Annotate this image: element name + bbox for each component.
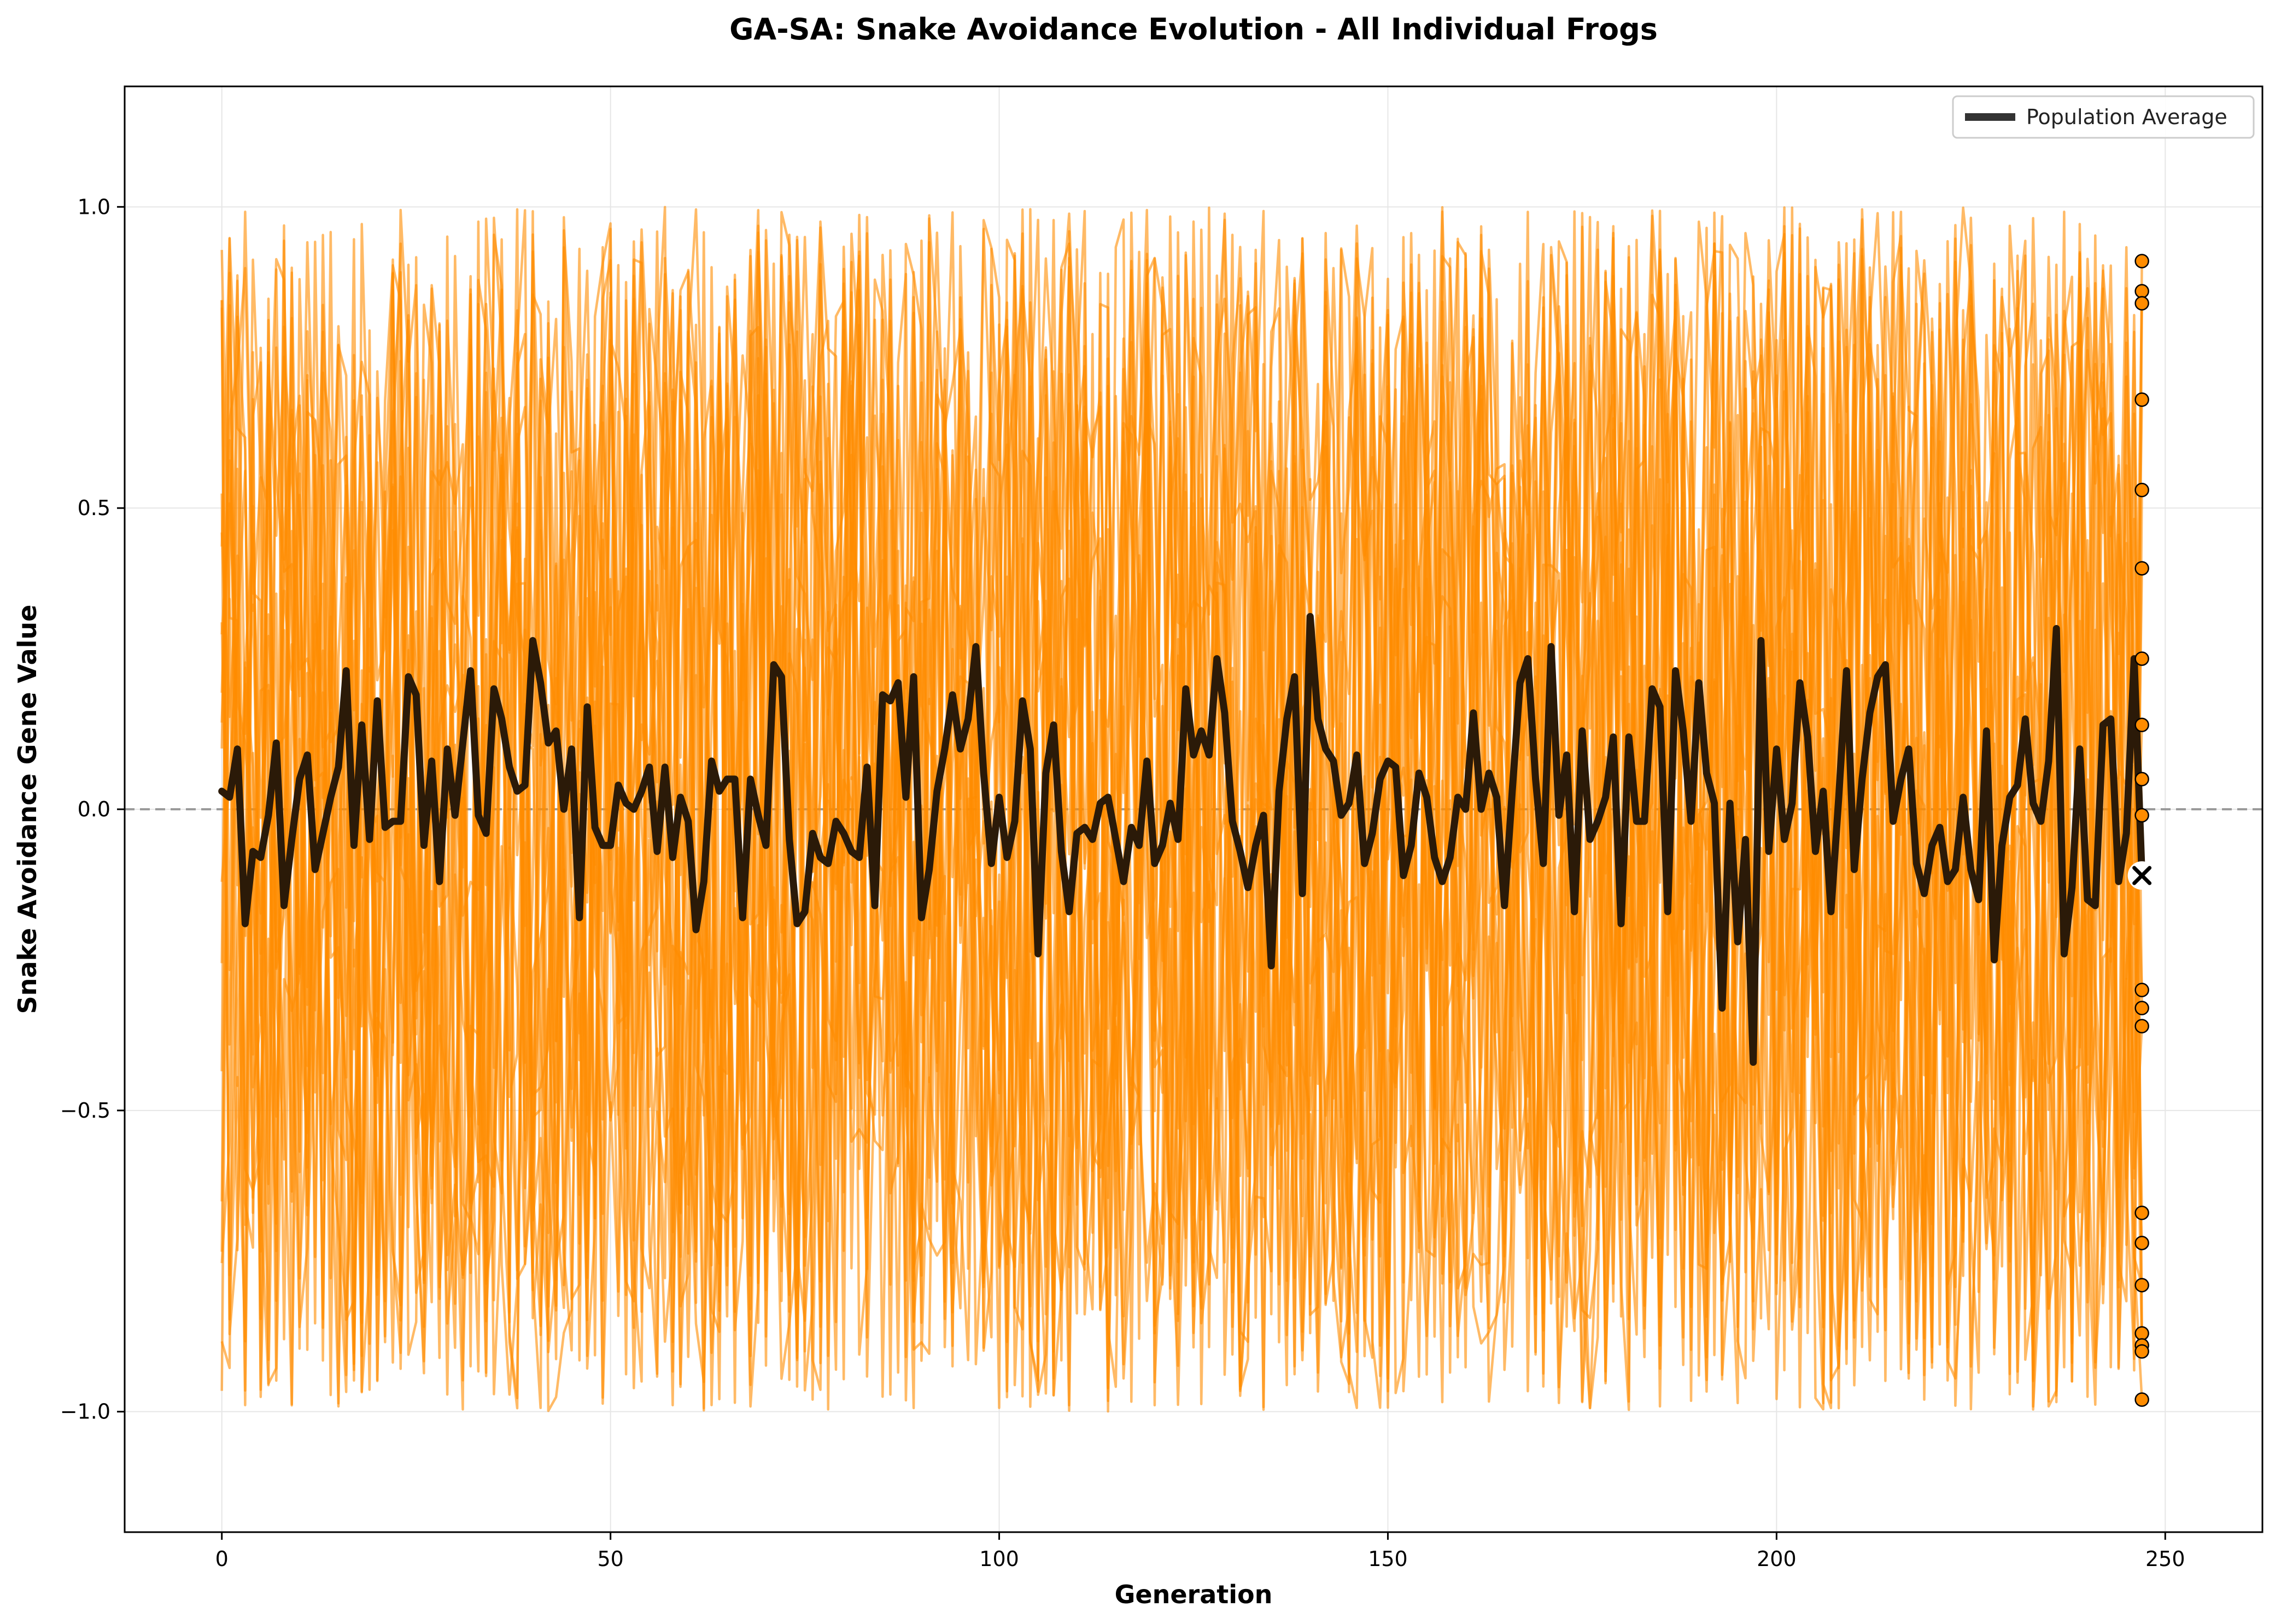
final-individual-marker-5 [2134,561,2149,576]
final-individual-marker-13 [2134,1205,2149,1220]
x-tick-label-1: 50 [597,1547,623,1571]
y-tick-label-1: −0.5 [60,1099,110,1123]
x-tick-label-4: 200 [1757,1547,1797,1571]
y-tick-label-4: 1.0 [78,195,110,219]
final-individual-marker-12 [2134,1019,2149,1033]
y-axis-label: Snake Avoidance Gene Value [13,605,42,1014]
y-tick-label-3: 0.5 [78,496,110,520]
final-individual-marker-7 [2134,717,2149,733]
final-individual-marker-3 [2134,392,2149,407]
legend-average-label: Population Average [2026,105,2227,129]
final-individual-marker-0 [2134,254,2149,268]
population-average-series [218,613,2146,1066]
final-individual-marker-18 [2134,1344,2149,1359]
final-individual-marker-15 [2134,1278,2149,1293]
final-generation-markers [2127,254,2156,1407]
final-average-marker [2132,866,2152,885]
x-axis-label: Generation [1115,1580,1273,1609]
y-tick-label-0: −1.0 [60,1400,110,1424]
final-individual-marker-11 [2134,1001,2149,1015]
final-individual-marker-14 [2134,1235,2149,1251]
legend: Population Average [1952,95,2255,139]
individual-frog-line-17 [220,209,2143,1412]
chart-title: GA-SA: Snake Avoidance Evolution - All I… [729,12,1658,46]
final-individual-marker-16 [2134,1326,2149,1341]
individual-frog-line-19 [220,206,2143,1409]
y-tick-label-2: 0.0 [78,797,110,821]
final-individual-marker-2 [2134,296,2149,311]
x-tick-label-0: 0 [215,1547,229,1571]
final-individual-marker-19 [2134,1392,2149,1407]
x-tick-label-3: 150 [1368,1547,1408,1571]
legend-frame [1952,95,2255,139]
y-axis-ticks: −1.0 −0.5 0.0 0.5 1.0 [60,195,125,1424]
x-axis-ticks: 0 50 100 150 200 250 [215,1532,2185,1571]
final-individual-marker-4 [2134,482,2149,498]
plot-area: 0 50 100 150 200 250 −1.0 −0.5 0.0 0.5 1.0 [60,85,2264,1571]
final-individual-marker-8 [2134,772,2149,787]
x-tick-label-5: 250 [2145,1547,2185,1571]
individual-frog-lines [220,206,2143,1413]
final-individual-marker-6 [2134,651,2149,666]
final-individual-marker-10 [2134,983,2149,997]
final-individual-marker-9 [2134,808,2149,823]
final-individual-marker-1 [2134,284,2149,299]
x-tick-label-2: 100 [979,1547,1019,1571]
individual-frog-line-15 [220,210,2143,1412]
population-average-line [218,613,2146,1066]
